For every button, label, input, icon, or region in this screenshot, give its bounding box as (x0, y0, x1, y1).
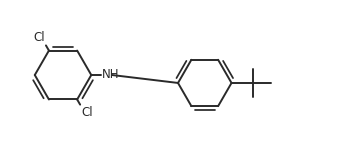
Text: Cl: Cl (33, 31, 45, 44)
Text: NH: NH (102, 68, 120, 81)
Text: Cl: Cl (81, 106, 93, 119)
